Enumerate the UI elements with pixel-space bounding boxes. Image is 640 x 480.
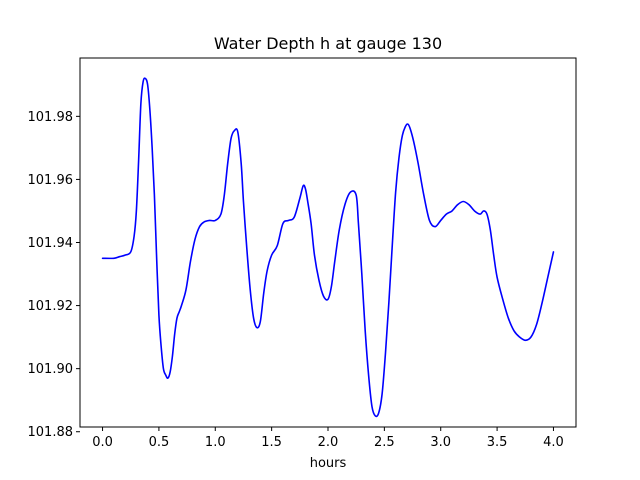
y-tick-label: 101.98 bbox=[28, 110, 74, 125]
chart-title: Water Depth h at gauge 130 bbox=[214, 34, 442, 53]
x-tick-label: 1.5 bbox=[261, 435, 282, 450]
x-axis: 0.0 0.5 1.0 1.5 2.0 2.5 3.0 3.5 4.0 bbox=[92, 427, 564, 450]
y-tick-label: 101.96 bbox=[28, 173, 74, 188]
x-tick-label: 0.0 bbox=[92, 435, 113, 450]
x-tick-label: 3.0 bbox=[430, 435, 451, 450]
x-tick-label: 2.0 bbox=[318, 435, 339, 450]
x-tick-label: 4.0 bbox=[543, 435, 564, 450]
plot-area bbox=[101, 77, 555, 418]
y-tick-label: 101.90 bbox=[28, 362, 74, 377]
y-tick-label: 101.94 bbox=[28, 236, 74, 251]
x-tick-label: 1.0 bbox=[205, 435, 226, 450]
x-tick-label: 0.5 bbox=[149, 435, 170, 450]
x-tick-label: 2.5 bbox=[374, 435, 395, 450]
y-tick-label: 101.92 bbox=[28, 299, 74, 314]
series-line-0 bbox=[101, 77, 555, 418]
y-axis: 101.88 101.90 101.92 101.94 101.96 101.98 bbox=[28, 110, 80, 440]
y-tick-label: 101.88 bbox=[28, 425, 74, 440]
x-tick-label: 3.5 bbox=[487, 435, 508, 450]
x-axis-label: hours bbox=[310, 456, 347, 471]
